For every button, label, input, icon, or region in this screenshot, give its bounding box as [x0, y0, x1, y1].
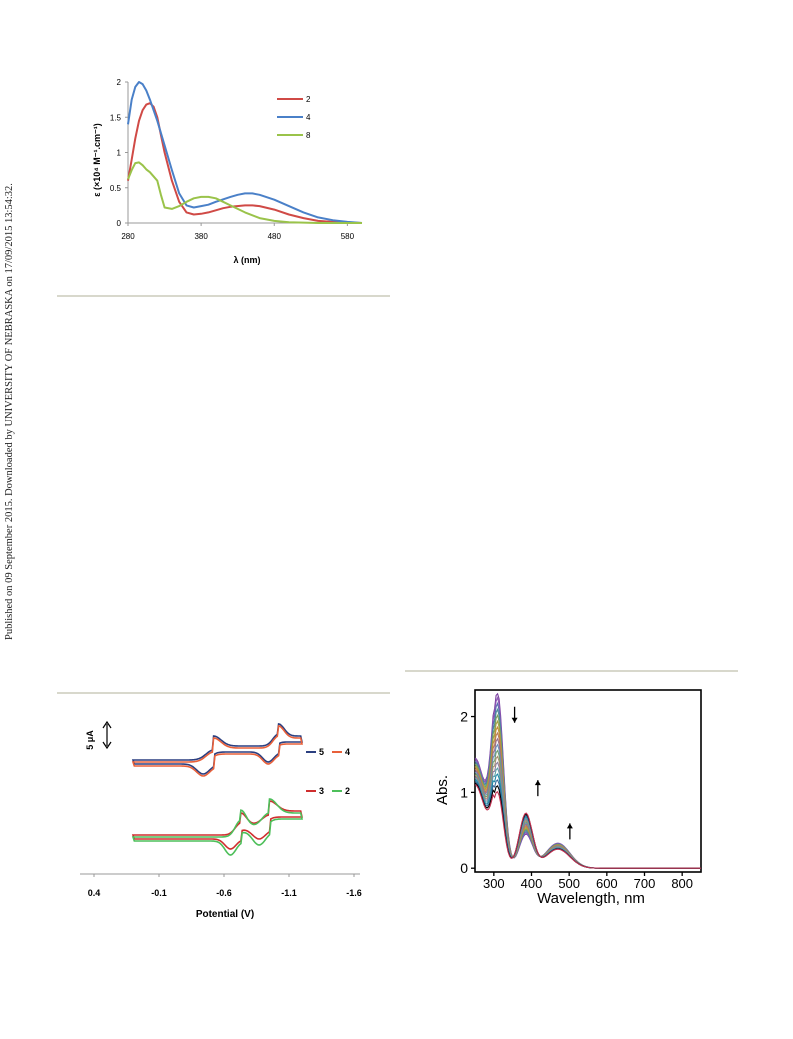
- spectrum-curve: [474, 784, 701, 869]
- x-tick-label: -0.6: [216, 888, 232, 898]
- x-tick-label: 580: [341, 232, 355, 241]
- arrow-head: [566, 823, 573, 829]
- y-tick-label: 1.5: [110, 113, 122, 122]
- x-tick-label: 400: [521, 876, 543, 891]
- x-tick-label: -1.6: [346, 888, 362, 898]
- arrow-head: [511, 717, 518, 723]
- x-tick-label: -0.1: [151, 888, 167, 898]
- y-tick-label: 1: [460, 784, 468, 800]
- x-axis-label: Wavelength, nm: [537, 890, 645, 907]
- y-tick-label: 2: [117, 78, 122, 87]
- x-tick-label: 300: [483, 876, 505, 891]
- x-axis-label: Potential (V): [196, 909, 254, 920]
- cyclic-voltammogram-chart: 5 μA Potential (V) 0.4 -0.1 -0.6 -1.1 -1.6 5 4…: [80, 720, 362, 920]
- x-tick-label: -1.1: [281, 888, 297, 898]
- legend-label-5: 5: [319, 747, 324, 757]
- y-tick-label: 0: [117, 219, 122, 228]
- y-tick-label: 0: [460, 860, 468, 876]
- legend-label-4: 4: [345, 747, 350, 757]
- x-tick-label: 600: [596, 876, 618, 891]
- spectral-titration-chart: Abs. Wavelength, nm 0 1 2 300 400 500 600 700 80…: [434, 689, 702, 907]
- series-8-line: [127, 161, 362, 224]
- y-axis-label: ε (×10⁴ M⁻¹.cm⁻¹): [92, 123, 102, 197]
- x-tick-label: 380: [194, 232, 208, 241]
- y-tick-label: 2: [460, 709, 468, 725]
- x-tick-label: 700: [634, 876, 656, 891]
- figure-divider: [57, 295, 390, 297]
- legend-label-3: 3: [319, 786, 324, 796]
- x-axis-label: λ (nm): [234, 255, 261, 265]
- figure-divider: [405, 670, 738, 672]
- x-tick-label: 800: [671, 876, 693, 891]
- x-tick-label: 0.4: [88, 888, 101, 898]
- y-tick-label: 1: [117, 149, 122, 158]
- scale-bar-arrow-up: [102, 720, 112, 729]
- plot-frame: [474, 689, 702, 873]
- series-2-line: [127, 102, 363, 224]
- y-axis-label: Abs.: [434, 775, 451, 805]
- scale-bar-arrow-down: [102, 741, 112, 750]
- y-tick-label: 0.5: [110, 184, 122, 193]
- x-tick-label: 500: [558, 876, 580, 891]
- absorption-spectra-chart: ε (×10⁴ M⁻¹.cm⁻¹) λ (nm) 0 0.5 1 1.5 2 280 380…: [92, 78, 363, 265]
- x-tick-label: 480: [268, 232, 282, 241]
- legend-label-2: 2: [345, 786, 350, 796]
- cv-curve-4: [131, 725, 303, 777]
- arrow-head: [534, 780, 541, 786]
- side-note: Published on 09 September 2015. Download…: [4, 183, 15, 640]
- legend-label-8: 8: [306, 131, 311, 140]
- cv-curve-2: [131, 798, 303, 856]
- figure-divider: [57, 692, 390, 694]
- x-tick-label: 280: [121, 232, 135, 241]
- legend-label-4: 4: [306, 113, 311, 122]
- scale-bar-label: 5 μA: [85, 730, 95, 750]
- legend-label-2: 2: [306, 95, 311, 104]
- series-4-line: [127, 81, 363, 224]
